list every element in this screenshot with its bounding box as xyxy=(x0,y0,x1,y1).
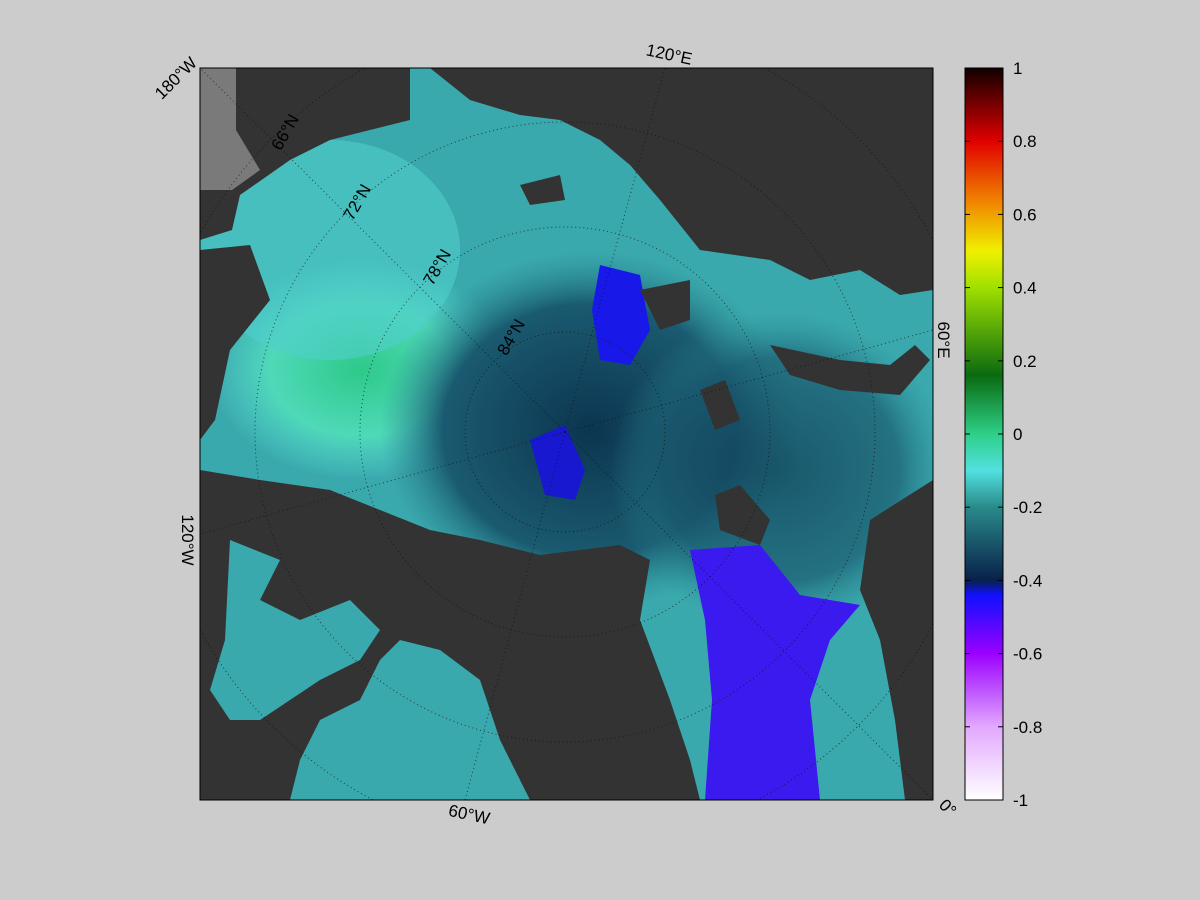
longitude-label: 0° xyxy=(935,795,960,820)
longitude-label: 60°W xyxy=(447,801,492,828)
longitude-label: 120°W xyxy=(178,514,197,565)
longitude-label: 180°W xyxy=(151,53,201,103)
low-region xyxy=(690,545,860,800)
longitude-label: 60°E xyxy=(934,321,953,358)
colorbar-tick-label: 0 xyxy=(1013,425,1022,444)
map-frame xyxy=(199,67,934,801)
colorbar-tick-label: 1 xyxy=(1013,59,1022,78)
map xyxy=(200,68,933,800)
low-region xyxy=(592,265,650,365)
graticule xyxy=(200,68,933,800)
island xyxy=(715,485,770,545)
land xyxy=(430,68,933,295)
island xyxy=(700,380,740,430)
colorbar-tick-label: -0.6 xyxy=(1013,645,1042,664)
island xyxy=(770,345,930,395)
colorbar-tick-label: -0.4 xyxy=(1013,571,1042,590)
colorbar-tick-label: -0.8 xyxy=(1013,718,1042,737)
colorbar-tick-label: 0.8 xyxy=(1013,132,1037,151)
land xyxy=(860,480,933,800)
colorbar xyxy=(964,67,1004,801)
low-region xyxy=(530,425,585,500)
island xyxy=(640,280,690,330)
colorbar-tick-label: 0.2 xyxy=(1013,352,1037,371)
colorbar-ticks: 1 0.8 0.6 0.4 0.2 0 -0.2 -0.4 -0.6 -0.8 -1 xyxy=(965,59,1042,810)
colorbar-tick-label: -0.2 xyxy=(1013,498,1042,517)
island xyxy=(520,175,565,205)
land xyxy=(200,245,270,440)
channel xyxy=(210,540,380,720)
land-ice xyxy=(200,68,260,190)
colorbar-tick-label: 0.6 xyxy=(1013,205,1037,224)
colorbar-tick-label: 0.4 xyxy=(1013,279,1037,298)
land xyxy=(200,470,700,800)
land xyxy=(200,68,410,240)
longitude-label: 120°E xyxy=(644,40,693,68)
colorbar-tick-label: -1 xyxy=(1013,791,1028,810)
